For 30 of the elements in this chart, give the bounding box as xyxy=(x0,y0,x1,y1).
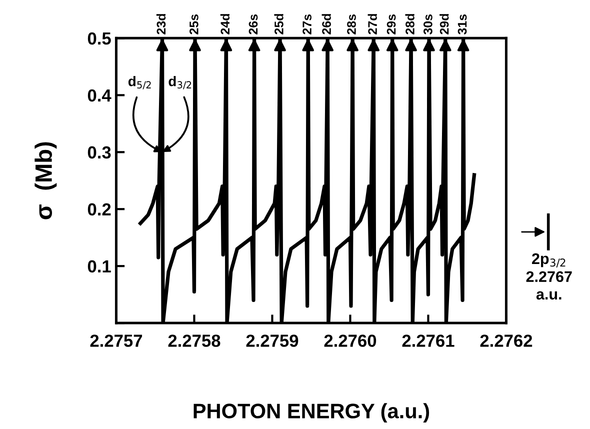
y-tick-label: 0.5 xyxy=(88,32,111,45)
annotation: d$_{5/2}$ xyxy=(128,76,151,90)
annotation: 28d xyxy=(405,14,414,34)
annotation: 25s xyxy=(190,14,198,34)
y-axis-title: σ (Mb) xyxy=(34,142,57,220)
y-tick-label: 0.1 xyxy=(88,260,111,273)
annotation: 25d xyxy=(274,14,284,34)
x-tick-label: 2.2760 xyxy=(324,334,376,347)
annotation: 23d xyxy=(156,14,166,34)
x-tick-label: 2.2758 xyxy=(168,334,220,347)
annotation: d$_{3/2}$ xyxy=(168,76,192,90)
annotation: 31s xyxy=(458,14,467,34)
x-tick-label: 2.2759 xyxy=(246,334,298,347)
x-tick-label: 2.2762 xyxy=(480,334,532,347)
x-tick-label: 2.2757 xyxy=(90,334,142,347)
y-tick-label: 0.2 xyxy=(88,203,111,216)
x-tick-label: 2.2761 xyxy=(402,334,454,347)
annotation: 26d xyxy=(322,14,331,34)
annotation: 28s xyxy=(347,14,356,34)
text: 2p$_{3/2}$ 2.2767 a.u. xyxy=(526,253,572,300)
y-tick-label: 0.3 xyxy=(88,146,111,159)
annotation: 29d xyxy=(440,14,449,34)
y-tick-label: 0.4 xyxy=(88,89,112,102)
annotation: 27d xyxy=(368,14,377,34)
annotation: 24d xyxy=(220,14,230,34)
annotation: 30s xyxy=(424,14,432,34)
annotation: 27s xyxy=(302,14,312,34)
annotation: 29s xyxy=(386,14,396,34)
annotation: 26s xyxy=(248,14,258,34)
x-axis-title: PHOTON ENERGY (a.u.) xyxy=(194,403,430,423)
